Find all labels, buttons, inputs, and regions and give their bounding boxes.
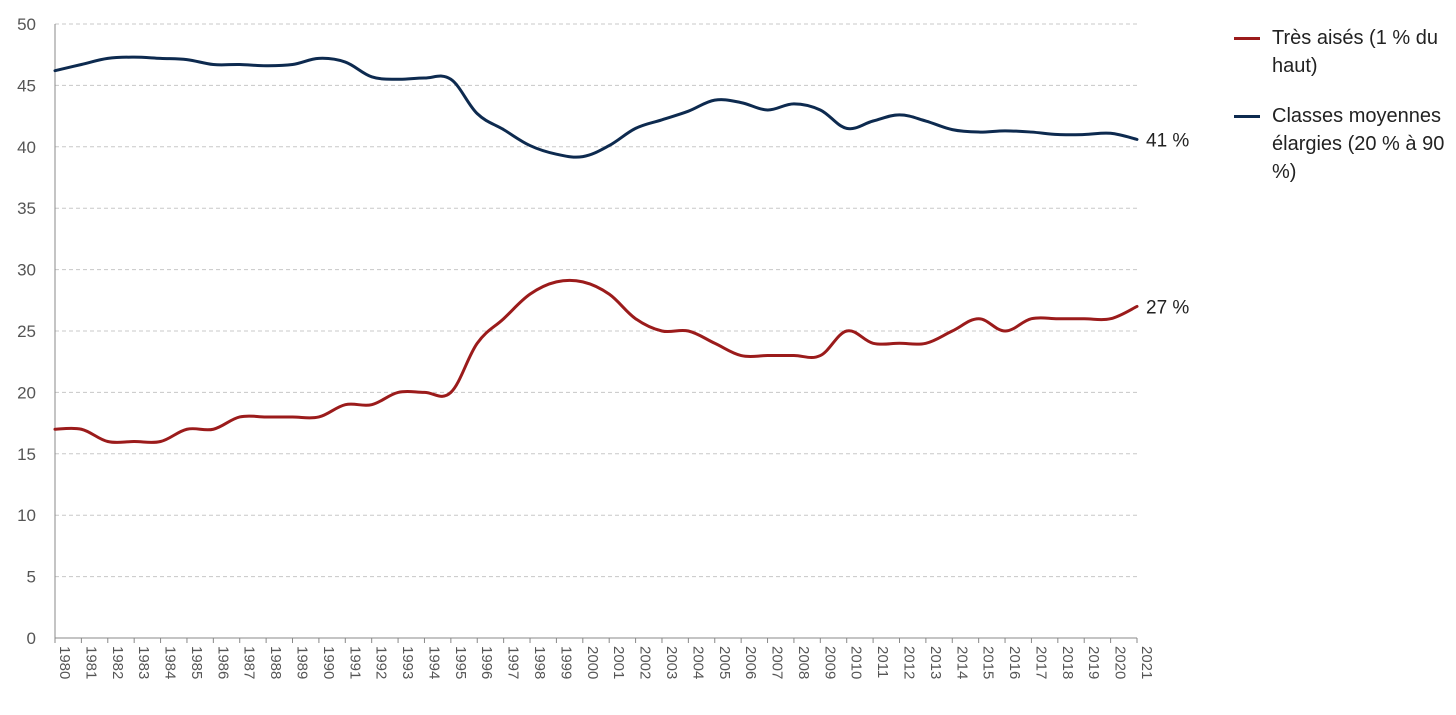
x-tick-label: 1993 [399,646,416,679]
x-tick-label: 1998 [531,646,548,679]
y-tick-label: 35 [17,199,36,218]
legend-item-classes-moyennes: Classes moyennes élargies (20 % à 90 %) [1234,102,1449,186]
y-tick-label: 50 [17,15,36,34]
x-tick-label: 2001 [610,646,627,679]
x-tick-label: 2018 [1059,646,1076,679]
legend-swatch-tres-aises [1234,37,1260,40]
y-tick-label: 45 [17,76,36,95]
series-line-0 [53,278,1139,444]
x-tick-label: 1995 [452,646,469,679]
x-tick-label: 1994 [425,646,442,679]
x-tick-label: 1983 [135,646,152,679]
y-axis-ticks: 0 5 10 15 20 25 30 35 40 45 50 [17,15,36,648]
x-tick-label: 2015 [980,646,997,679]
x-tick-label: 1987 [241,646,258,679]
x-tick-label: 2007 [769,646,786,679]
x-tick-label: 2006 [742,646,759,679]
x-tick-label: 2020 [1112,646,1129,679]
series-lines [53,55,1139,444]
x-tick-label: 2019 [1085,646,1102,679]
x-tick-label: 1982 [109,646,126,679]
legend-item-tres-aises: Très aisés (1 % du haut) [1234,24,1449,80]
y-tick-label: 40 [17,138,36,157]
x-tick-label: 1997 [505,646,522,679]
x-tick-label: 1984 [162,646,179,679]
x-axis-ticks: 1980 1981 1982 1983 1984 1985 1986 1987 1988 1989… [54,638,1155,679]
x-tick-label: 2005 [716,646,733,679]
y-tick-label: 10 [17,506,36,525]
x-tick-label: 2021 [1138,646,1155,679]
y-tick-label: 25 [17,322,36,341]
x-tick-label: 2010 [848,646,865,679]
x-tick-label: 1991 [346,646,363,679]
x-tick-label: 1980 [56,646,73,679]
x-tick-label: 2002 [637,646,654,679]
x-tick-label: 2000 [584,646,601,679]
end-labels: 27 % 41 % [1146,130,1189,318]
x-tick-label: 1988 [267,646,284,679]
legend-swatch-classes-moyennes [1234,115,1260,118]
gridlines [55,23,1137,578]
y-tick-label: 20 [17,383,36,402]
end-label-1: 41 % [1146,130,1189,151]
series-line-1 [53,55,1139,159]
x-tick-label: 2017 [1032,646,1049,679]
end-label-0: 27 % [1146,297,1189,318]
legend: Très aisés (1 % du haut) Classes moyenne… [1234,24,1449,208]
x-tick-label: 2004 [689,646,706,679]
y-tick-label: 5 [27,568,36,587]
x-tick-label: 2013 [927,646,944,679]
x-tick-label: 2003 [663,646,680,679]
x-tick-label: 2012 [900,646,917,679]
x-tick-label: 1996 [478,646,495,679]
x-tick-label: 1985 [188,646,205,679]
x-tick-label: 1989 [294,646,311,679]
y-tick-label: 0 [27,629,36,648]
x-tick-label: 2016 [1006,646,1023,679]
x-tick-label: 1999 [557,646,574,679]
y-tick-label: 30 [17,261,36,280]
legend-label-classes-moyennes: Classes moyennes élargies (20 % à 90 %) [1272,105,1445,183]
axes [54,24,1137,639]
x-tick-label: 1986 [214,646,231,679]
legend-label-tres-aises: Très aisés (1 % du haut) [1272,27,1438,77]
x-tick-label: 2011 [874,646,891,678]
x-tick-label: 1990 [320,646,337,679]
x-tick-label: 1992 [373,646,390,679]
y-tick-label: 15 [17,445,36,464]
x-tick-label: 2014 [953,646,970,679]
x-tick-label: 2008 [795,646,812,679]
x-tick-label: 1981 [82,646,99,679]
x-tick-label: 2009 [821,646,838,679]
